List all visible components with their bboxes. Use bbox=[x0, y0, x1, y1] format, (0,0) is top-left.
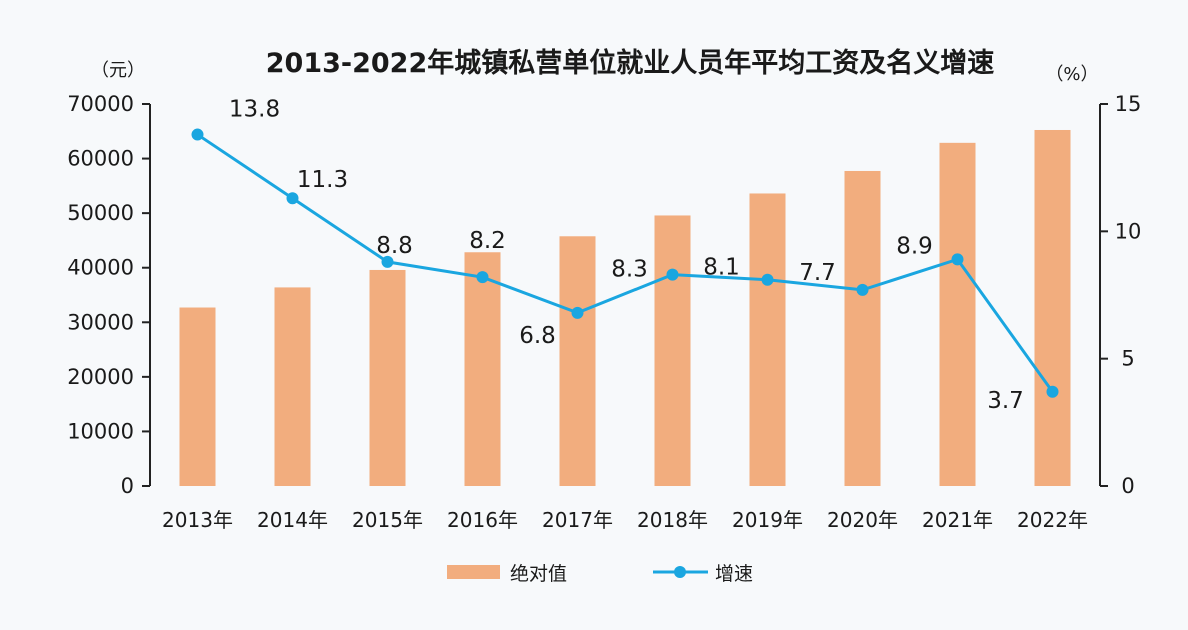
growth-line bbox=[196, 133, 1054, 393]
left-tick-label: 30000 bbox=[67, 310, 134, 334]
data-label: 8.9 bbox=[896, 233, 933, 259]
bar bbox=[464, 252, 501, 486]
data-label: 6.8 bbox=[519, 323, 556, 349]
legend: 绝对值 增速 bbox=[447, 563, 753, 585]
bar bbox=[559, 236, 596, 486]
data-label: 13.8 bbox=[229, 97, 280, 123]
left-tick-label: 60000 bbox=[67, 147, 134, 171]
growth-point bbox=[666, 268, 679, 281]
bar bbox=[274, 287, 311, 486]
growth-point bbox=[761, 273, 774, 286]
growth-point bbox=[476, 271, 489, 284]
chart-title: 2013-2022年城镇私营单位就业人员年平均工资及名义增速 bbox=[266, 47, 995, 79]
legend-line-marker bbox=[674, 566, 686, 578]
data-label: 8.8 bbox=[376, 233, 413, 259]
x-tick-label: 2016年 bbox=[447, 508, 518, 532]
right-tick-label: 0 bbox=[1121, 474, 1134, 498]
left-tick-label: 0 bbox=[121, 474, 134, 498]
left-tick-label: 10000 bbox=[67, 419, 134, 443]
left-tick-label: 70000 bbox=[67, 92, 134, 116]
x-tick-label: 2013年 bbox=[162, 508, 233, 532]
x-tick-label: 2015年 bbox=[352, 508, 423, 532]
data-label: 3.7 bbox=[987, 388, 1024, 414]
left-tick-label: 50000 bbox=[67, 201, 134, 225]
x-tick-label: 2021年 bbox=[922, 508, 993, 532]
data-label: 11.3 bbox=[297, 167, 348, 193]
growth-point bbox=[1046, 385, 1059, 398]
growth-point bbox=[286, 192, 299, 205]
legend-line-label: 增速 bbox=[715, 563, 753, 585]
right-axis-unit: （%） bbox=[1045, 64, 1098, 85]
bar bbox=[1034, 129, 1071, 486]
x-tick-label: 2019年 bbox=[732, 508, 803, 532]
left-tick-label: 20000 bbox=[67, 365, 134, 389]
x-tick-label: 2014年 bbox=[257, 508, 328, 532]
growth-point bbox=[951, 253, 964, 266]
x-tick-label: 2018年 bbox=[637, 508, 708, 532]
growth-point bbox=[191, 128, 204, 141]
growth-point bbox=[381, 255, 394, 268]
right-tick-label: 15 bbox=[1115, 92, 1142, 116]
growth-point bbox=[856, 283, 869, 296]
growth-point bbox=[571, 306, 584, 319]
left-axis-unit: （元） bbox=[91, 60, 145, 81]
data-label: 8.3 bbox=[611, 257, 648, 283]
right-tick-label: 10 bbox=[1115, 219, 1142, 243]
x-tick-label: 2017年 bbox=[542, 508, 613, 532]
x-tick-label: 2022年 bbox=[1017, 508, 1088, 532]
legend-bar-swatch bbox=[447, 565, 500, 579]
bar bbox=[369, 269, 406, 486]
x-tick-label: 2020年 bbox=[827, 508, 898, 532]
bar bbox=[179, 307, 216, 486]
bar bbox=[654, 215, 691, 486]
left-tick-label: 40000 bbox=[67, 256, 134, 280]
data-label: 7.7 bbox=[799, 260, 836, 286]
bar bbox=[749, 193, 786, 486]
legend-bar-label: 绝对值 bbox=[510, 563, 567, 585]
data-label: 8.1 bbox=[703, 255, 740, 281]
bar bbox=[844, 170, 881, 486]
data-label: 8.2 bbox=[469, 228, 506, 254]
right-tick-label: 5 bbox=[1121, 347, 1134, 371]
bar bbox=[939, 142, 976, 487]
